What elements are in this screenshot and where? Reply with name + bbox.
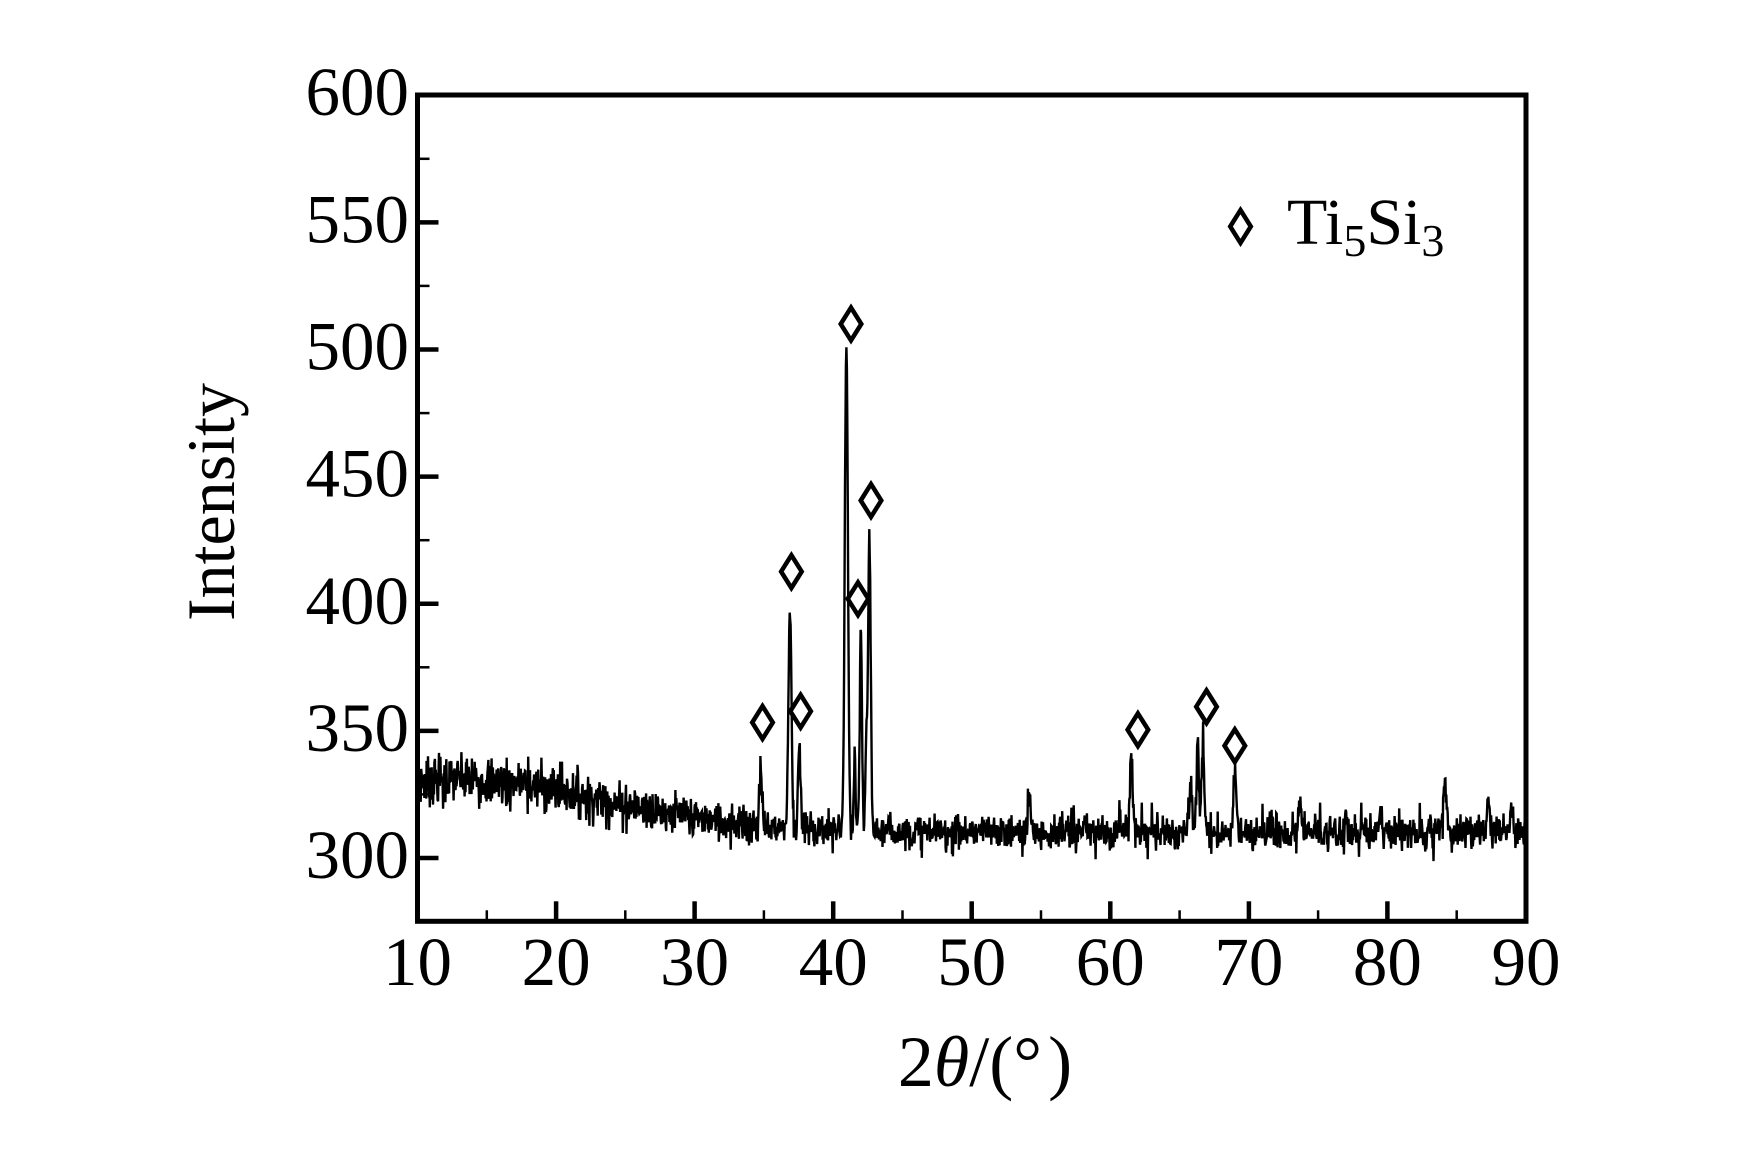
svg-text:500: 500	[306, 309, 410, 385]
svg-text:300: 300	[306, 817, 410, 893]
svg-text:50: 50	[937, 924, 1006, 1000]
svg-text:70: 70	[1214, 924, 1283, 1000]
svg-text:40: 40	[799, 924, 868, 1000]
svg-text:10: 10	[383, 924, 452, 1000]
svg-text:20: 20	[522, 924, 591, 1000]
svg-text:30: 30	[660, 924, 729, 1000]
svg-text:90: 90	[1492, 924, 1561, 1000]
svg-text:350: 350	[306, 690, 410, 766]
svg-text:60: 60	[1076, 924, 1145, 1000]
svg-text:Intensity: Intensity	[173, 383, 249, 621]
svg-text:450: 450	[306, 436, 410, 512]
svg-text:400: 400	[306, 563, 410, 639]
svg-text:80: 80	[1353, 924, 1422, 1000]
svg-text:2θ/(° ): 2θ/(° )	[898, 1022, 1072, 1102]
svg-text:Ti5Si3: Ti5Si3	[1287, 186, 1444, 266]
svg-text:550: 550	[306, 181, 410, 257]
svg-text:600: 600	[306, 54, 410, 130]
